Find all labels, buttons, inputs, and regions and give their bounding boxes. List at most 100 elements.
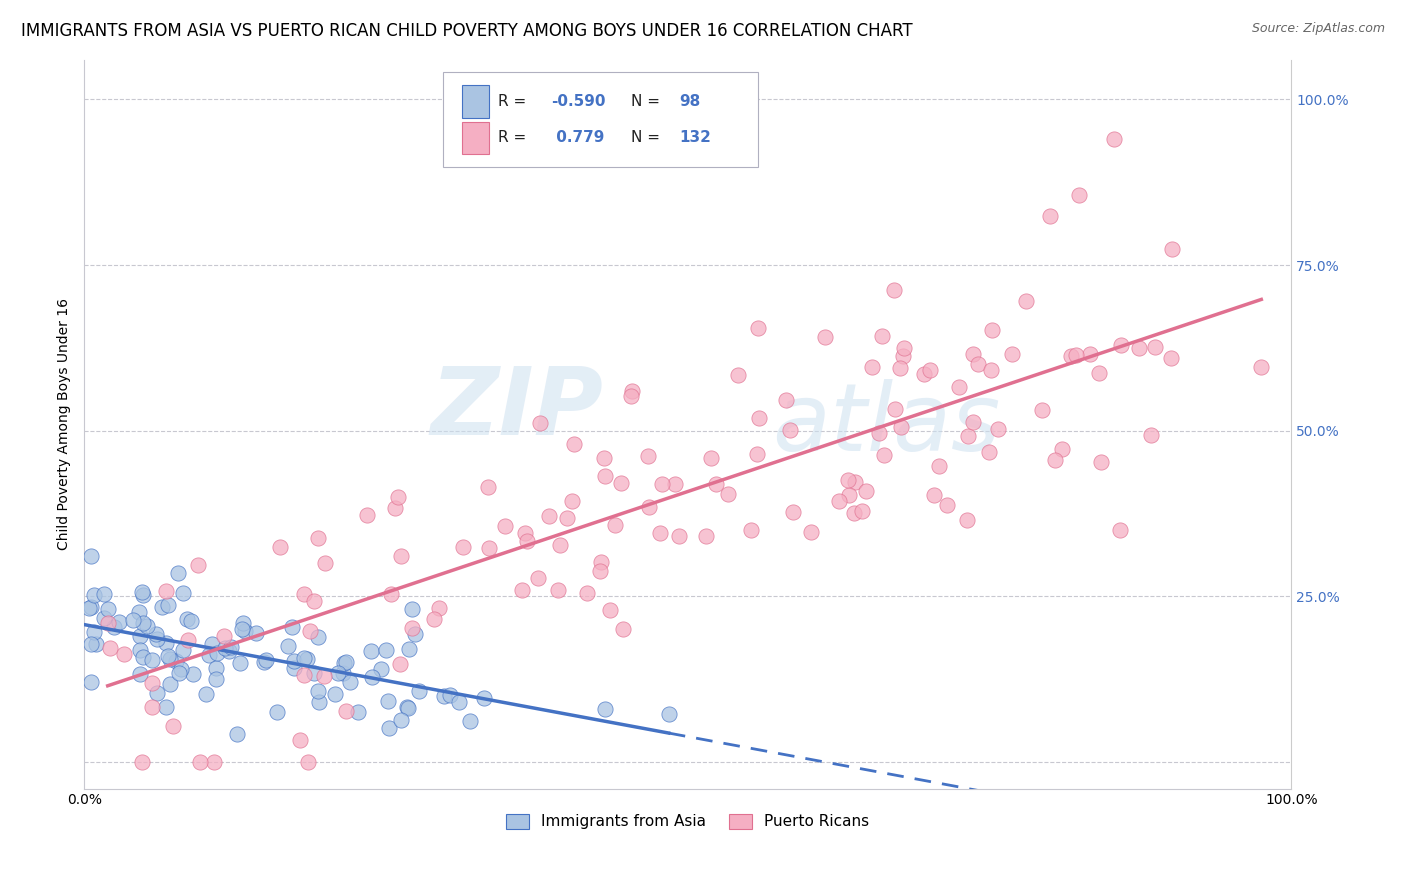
Point [868, 426, 890, 441]
Point [332, 657, 354, 671]
Point [957, 428, 980, 442]
Point [323, 687, 346, 701]
Point [112, 648, 135, 662]
Point [855, 483, 877, 498]
Point [717, 487, 740, 501]
Point [1160, 351, 1182, 366]
Point [782, 505, 804, 519]
Point [948, 380, 970, 394]
Point [128, 606, 150, 620]
Point [967, 357, 990, 371]
Point [80, 674, 103, 689]
Point [516, 533, 538, 548]
Point [432, 690, 454, 704]
FancyBboxPatch shape [443, 72, 758, 168]
Point [555, 511, 578, 525]
Point [408, 684, 430, 698]
Point [226, 727, 249, 741]
Point [1078, 347, 1101, 361]
Point [427, 601, 450, 615]
Point [156, 649, 179, 664]
Point [883, 402, 905, 417]
Point [141, 676, 163, 690]
Point [132, 588, 155, 602]
Point [214, 641, 236, 656]
Point [141, 699, 163, 714]
Point [844, 475, 866, 490]
Point [603, 518, 626, 533]
Point [775, 392, 797, 407]
Point [167, 665, 190, 680]
Point [245, 626, 267, 640]
Point [1001, 347, 1024, 361]
Text: N =: N = [631, 94, 665, 109]
Point [103, 620, 125, 634]
Point [150, 599, 173, 614]
Point [129, 666, 152, 681]
Point [332, 666, 354, 681]
Point [312, 669, 335, 683]
Point [648, 526, 671, 541]
Point [145, 632, 167, 646]
Point [221, 640, 243, 654]
Point [621, 384, 644, 398]
Point [977, 445, 1000, 459]
Point [155, 636, 177, 650]
Point [360, 644, 382, 658]
Point [314, 556, 336, 570]
Point [664, 477, 686, 491]
Point [361, 669, 384, 683]
Point [205, 672, 228, 686]
Point [232, 615, 254, 630]
Point [207, 646, 229, 660]
Point [194, 687, 217, 701]
Point [229, 657, 252, 671]
Point [695, 529, 717, 543]
Point [277, 640, 299, 654]
Point [592, 451, 614, 466]
Point [159, 677, 181, 691]
Text: IMMIGRANTS FROM ASIA VS PUERTO RICAN CHILD POVERTY AMONG BOYS UNDER 16 CORRELATI: IMMIGRANTS FROM ASIA VS PUERTO RICAN CHI… [21, 22, 912, 40]
Point [156, 598, 179, 612]
Point [146, 686, 169, 700]
Point [668, 529, 690, 543]
Point [658, 707, 681, 722]
Point [526, 570, 548, 584]
Point [233, 624, 256, 638]
Point [745, 447, 768, 461]
Point [474, 690, 496, 705]
Point [529, 416, 551, 430]
Point [800, 524, 823, 539]
Point [202, 755, 225, 769]
Point [962, 347, 984, 361]
Point [129, 629, 152, 643]
Point [860, 359, 883, 374]
Point [890, 420, 912, 434]
Point [547, 582, 569, 597]
Text: Source: ZipAtlas.com: Source: ZipAtlas.com [1251, 22, 1385, 36]
Point [1014, 293, 1036, 308]
Point [377, 694, 399, 708]
Point [889, 360, 911, 375]
Point [439, 688, 461, 702]
Point [231, 622, 253, 636]
Point [176, 612, 198, 626]
Text: atlas: atlas [772, 378, 1001, 469]
Point [872, 448, 894, 462]
Point [375, 643, 398, 657]
Point [80, 599, 103, 614]
Point [478, 541, 501, 556]
Point [132, 616, 155, 631]
Point [912, 368, 935, 382]
Point [378, 722, 401, 736]
Point [339, 675, 361, 690]
Point [423, 612, 446, 626]
Point [395, 700, 418, 714]
Point [212, 629, 235, 643]
Text: -0.590: -0.590 [551, 94, 606, 109]
Point [1108, 523, 1130, 537]
Point [328, 665, 350, 680]
Point [129, 643, 152, 657]
Point [962, 415, 984, 429]
Point [651, 476, 673, 491]
